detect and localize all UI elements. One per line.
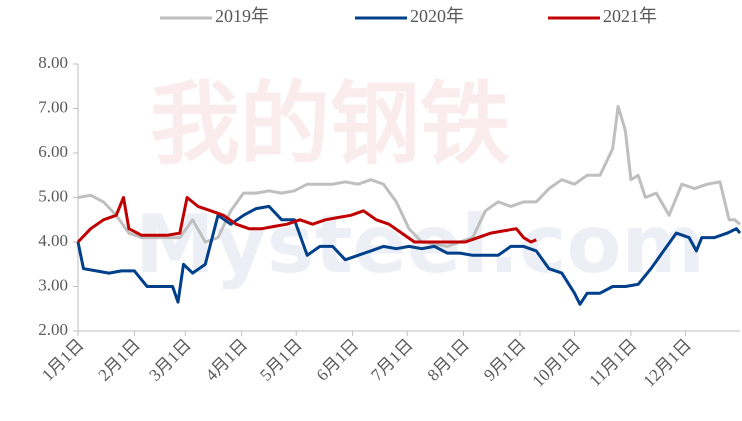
x-tick-label: 9月1日	[480, 335, 529, 384]
y-tick-label: 3.00	[38, 275, 68, 294]
x-tick-label: 2月1日	[94, 335, 143, 384]
series-line	[77, 104, 741, 248]
y-tick-label: 2.00	[38, 320, 68, 339]
x-tick-label: 10月1日	[529, 335, 585, 391]
x-tick-label: 5月1日	[256, 335, 305, 384]
y-tick-label: 5.00	[38, 186, 68, 205]
y-tick-label: 7.00	[38, 97, 68, 116]
watermark-en: Mysteel.com	[135, 198, 705, 291]
legend-label: 2019年	[215, 6, 269, 26]
x-tick-label: 7月1日	[367, 335, 416, 384]
x-tick-label: 8月1日	[424, 335, 473, 384]
x-tick-label: 11月1日	[585, 335, 640, 390]
watermark: 我的钢铁 Mysteel.com	[135, 72, 705, 291]
x-tick-label: 3月1日	[145, 335, 194, 384]
legend-label: 2020年	[410, 6, 464, 26]
y-tick-label: 4.00	[38, 231, 68, 250]
y-tick-label: 6.00	[38, 142, 68, 161]
series-line	[76, 196, 537, 244]
x-tick-label: 6月1日	[313, 335, 362, 384]
x-tick-label: 4月1日	[202, 335, 251, 384]
series-line	[76, 204, 742, 306]
watermark-cn: 我的钢铁	[150, 72, 510, 177]
x-tick-label: 1月1日	[38, 335, 87, 384]
legend-label: 2021年	[603, 6, 657, 26]
y-tick-label: 8.00	[38, 53, 68, 72]
x-tick-label: 12月1日	[640, 335, 696, 391]
